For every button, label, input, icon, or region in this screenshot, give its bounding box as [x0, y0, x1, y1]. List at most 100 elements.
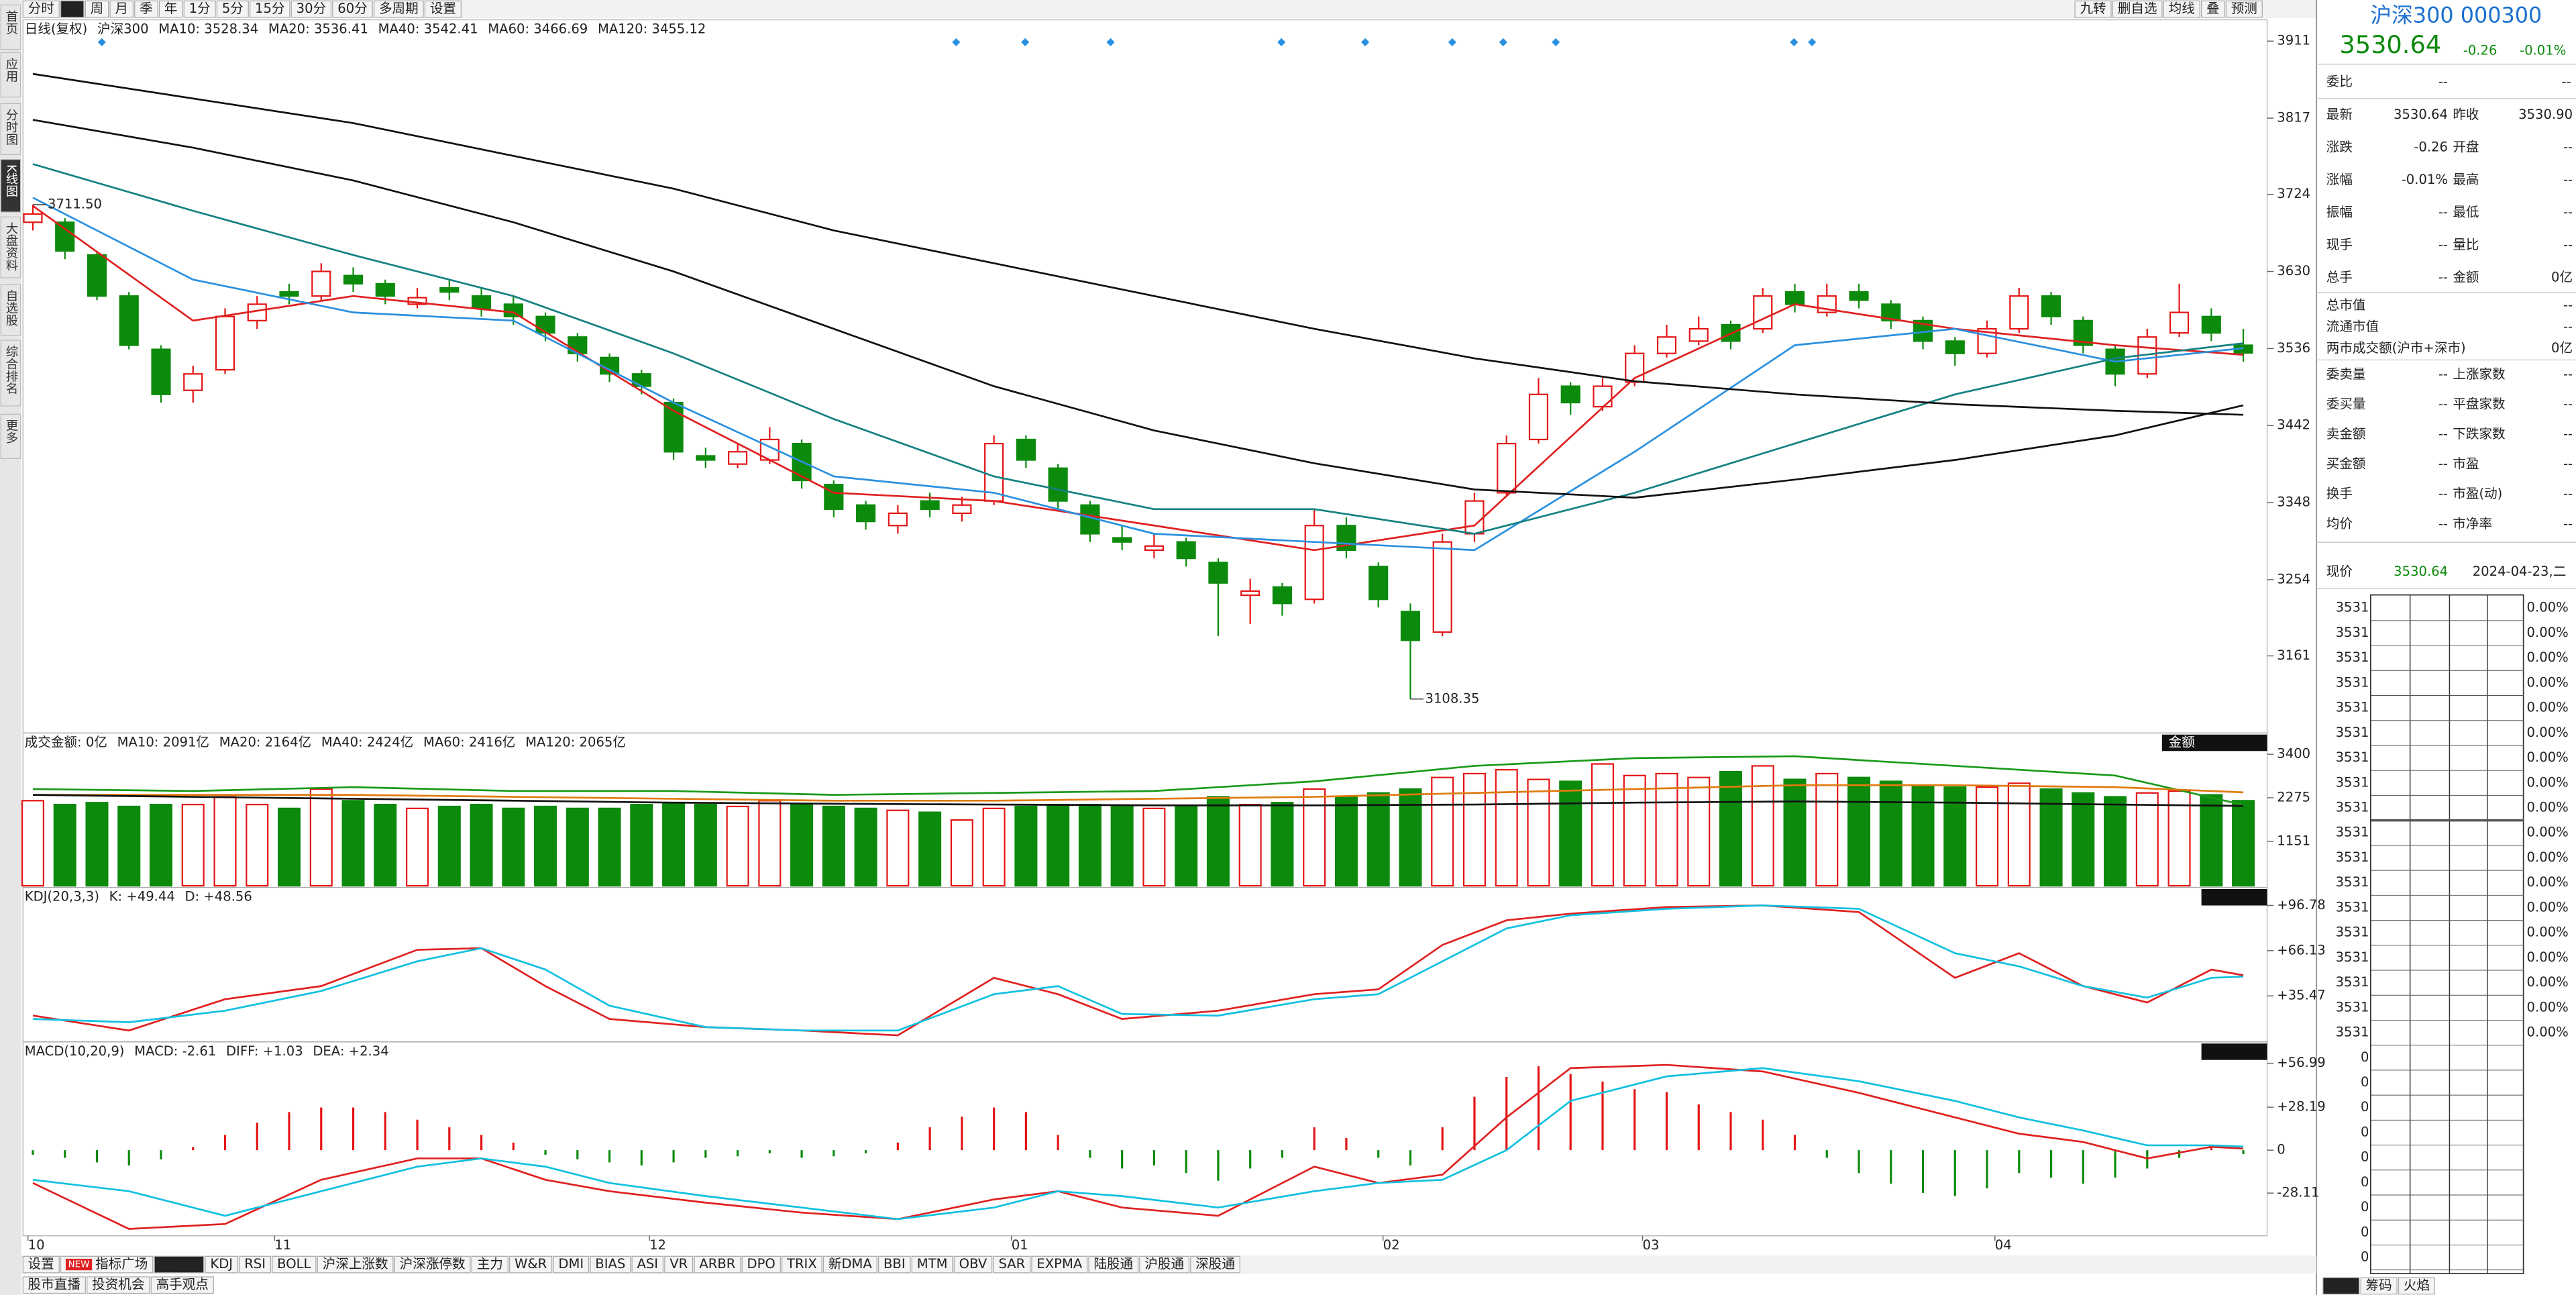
- indicator-tab[interactable]: [205, 1255, 239, 1274]
- indicator-tab[interactable]: [741, 1255, 781, 1274]
- indicator-tab[interactable]: [1190, 1255, 1240, 1274]
- indicator-tab-label[interactable]: 指标广场: [95, 1256, 148, 1272]
- sidebar-tab-label[interactable]: 首页: [4, 10, 18, 35]
- indicator-tab[interactable]: [394, 1255, 471, 1274]
- indicator-tab-label[interactable]: 新DMA: [828, 1256, 873, 1272]
- indicator-tab-label[interactable]: W&R: [515, 1256, 547, 1272]
- indicator-info-box[interactable]: [2201, 889, 2267, 906]
- mini-tab[interactable]: [2360, 1277, 2398, 1295]
- period-button-label[interactable]: 设置: [430, 1, 456, 16]
- indicator-tab[interactable]: [317, 1255, 394, 1274]
- tool-button-label[interactable]: 删自选: [2118, 1, 2157, 16]
- sidebar-tab[interactable]: [0, 340, 21, 407]
- indicator-tab-label[interactable]: VR: [669, 1256, 688, 1272]
- period-button[interactable]: [109, 0, 133, 18]
- indicator-tab-label[interactable]: 深股通: [1195, 1256, 1235, 1272]
- sidebar-tab-label[interactable]: K线图: [4, 164, 18, 197]
- tool-button-label[interactable]: 叠: [2206, 1, 2220, 16]
- indicator-tab-label[interactable]: ASI: [637, 1256, 658, 1272]
- indicator-tab[interactable]: [782, 1255, 822, 1274]
- indicator-tab[interactable]: [1031, 1255, 1088, 1274]
- mini-tab-label[interactable]: 分时: [2328, 1278, 2354, 1293]
- indicator-tab[interactable]: [664, 1255, 694, 1274]
- tool-button[interactable]: [2074, 0, 2112, 18]
- sidebar-tab[interactable]: [0, 284, 21, 336]
- indicator-tab-label[interactable]: 主力: [477, 1256, 503, 1272]
- indicator-tab[interactable]: [1088, 1255, 1139, 1274]
- indicator-info-box[interactable]: [2201, 1043, 2267, 1060]
- indicator-tab[interactable]: [1139, 1255, 1189, 1274]
- indicator-tab-label[interactable]: BOLL: [277, 1256, 311, 1272]
- mini-tab-label[interactable]: 火焰: [2404, 1278, 2430, 1293]
- indicator-tab-label[interactable]: OBV: [959, 1256, 987, 1272]
- sidebar-tab[interactable]: [0, 216, 21, 278]
- sidebar-tab[interactable]: [0, 103, 21, 155]
- bottom-link-label[interactable]: 股市直播: [28, 1277, 81, 1292]
- indicator-tab[interactable]: [694, 1255, 741, 1274]
- period-button-label[interactable]: 1分: [189, 1, 211, 16]
- indicator-tab-label[interactable]: RSI: [244, 1256, 266, 1272]
- period-button-label[interactable]: 多周期: [379, 1, 419, 16]
- period-button[interactable]: [134, 0, 158, 18]
- indicator-tab-label[interactable]: EXPMA: [1036, 1256, 1082, 1272]
- mini-tab[interactable]: [2322, 1277, 2360, 1295]
- sidebar-tab[interactable]: [0, 4, 21, 50]
- indicator-tab[interactable]: [878, 1255, 911, 1274]
- indicator-tab[interactable]: [953, 1255, 993, 1274]
- period-button-label[interactable]: 日: [66, 1, 79, 16]
- bottom-link-label[interactable]: 投资机会: [92, 1277, 144, 1292]
- indicator-tab[interactable]: [22, 1255, 60, 1274]
- indicator-tab-label[interactable]: 沪深上涨数: [323, 1256, 388, 1272]
- indicator-tab-label[interactable]: 陆股通: [1093, 1256, 1133, 1272]
- indicator-tab-label[interactable]: DMI: [558, 1256, 584, 1272]
- indicator-tab[interactable]: [993, 1255, 1031, 1274]
- period-button[interactable]: [290, 0, 332, 18]
- sidebar-tab-label[interactable]: 自选股: [4, 289, 18, 326]
- period-button-label[interactable]: 30分: [297, 1, 327, 16]
- period-button[interactable]: [424, 0, 462, 18]
- sidebar-tab[interactable]: [0, 159, 21, 213]
- mini-tab-label[interactable]: 筹码: [2366, 1278, 2392, 1293]
- sidebar-tab[interactable]: [0, 52, 21, 98]
- period-button-label[interactable]: 月: [115, 1, 128, 16]
- bottom-link[interactable]: [22, 1276, 86, 1294]
- indicator-tab[interactable]: [509, 1255, 553, 1274]
- sidebar-tab-label[interactable]: 综合排名: [4, 345, 18, 394]
- period-button[interactable]: [60, 0, 85, 18]
- period-button-label[interactable]: 60分: [337, 1, 368, 16]
- indicator-tab[interactable]: [911, 1255, 953, 1274]
- indicator-tab[interactable]: [553, 1255, 590, 1274]
- period-button-label[interactable]: 分时: [28, 1, 54, 16]
- tool-button[interactable]: [2112, 0, 2163, 18]
- tool-button-label[interactable]: 均线: [2169, 1, 2195, 16]
- period-button[interactable]: [332, 0, 373, 18]
- period-button-label[interactable]: 年: [164, 1, 178, 16]
- indicator-tab[interactable]: [154, 1255, 205, 1274]
- tool-button-label[interactable]: 预测: [2231, 1, 2257, 16]
- indicator-tab-label[interactable]: ARBR: [699, 1256, 735, 1272]
- mini-tab[interactable]: [2398, 1277, 2435, 1295]
- indicator-tab-label[interactable]: MTM: [917, 1256, 948, 1272]
- indicator-tab-label[interactable]: TRIX: [786, 1256, 817, 1272]
- bottom-link[interactable]: [150, 1276, 214, 1294]
- period-button[interactable]: [216, 0, 249, 18]
- selector-box[interactable]: [2161, 734, 2267, 752]
- bottom-link-label[interactable]: 高手观点: [156, 1277, 209, 1292]
- period-button[interactable]: [158, 0, 183, 18]
- indicator-tab[interactable]: [471, 1255, 508, 1274]
- sidebar-tab-label[interactable]: 大盘资料: [4, 222, 18, 271]
- sidebar-tab-label[interactable]: 应用: [4, 58, 18, 83]
- sidebar-tab-label[interactable]: 更多: [4, 419, 18, 444]
- tool-button[interactable]: [2201, 0, 2225, 18]
- indicator-tab-label[interactable]: 沪股通: [1144, 1256, 1184, 1272]
- period-button-label[interactable]: 5分: [222, 1, 244, 16]
- sidebar-tab[interactable]: [0, 413, 21, 459]
- indicator-tab-label[interactable]: SAR: [998, 1256, 1025, 1272]
- tool-button-label[interactable]: 九转: [2080, 1, 2106, 16]
- period-button[interactable]: [250, 0, 290, 18]
- indicator-tab-label[interactable]: 设置: [28, 1256, 54, 1272]
- indicator-tab[interactable]: [822, 1255, 877, 1274]
- indicator-tab[interactable]: [272, 1255, 317, 1274]
- indicator-tab-label[interactable]: DPO: [747, 1256, 775, 1272]
- tool-button[interactable]: [2225, 0, 2263, 18]
